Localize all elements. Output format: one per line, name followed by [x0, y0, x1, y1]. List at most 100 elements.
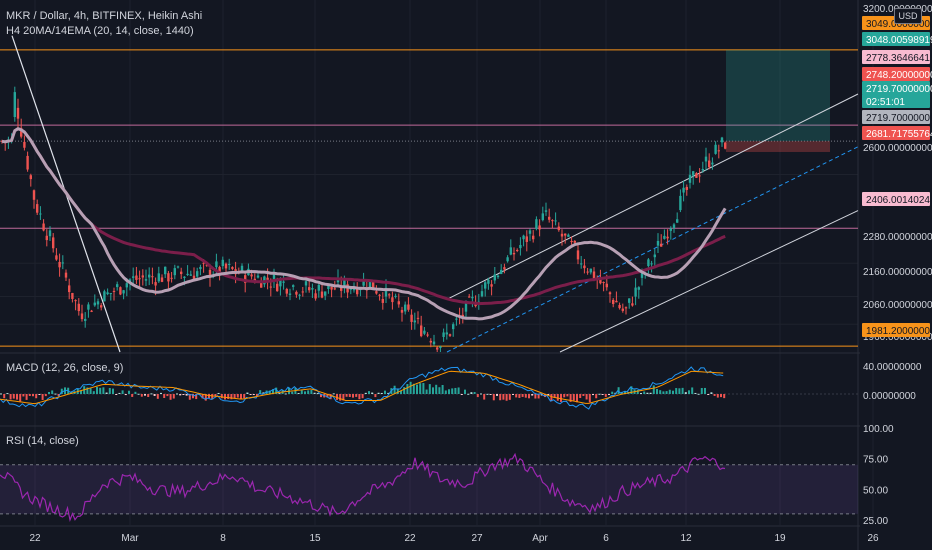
macd-histogram-bar — [640, 392, 642, 394]
time-axis-label: 6 — [603, 533, 609, 544]
macd-histogram-bar — [240, 394, 242, 400]
macd-histogram-bar — [601, 394, 604, 395]
price-axis-label: 2060.00000000 — [863, 300, 932, 311]
candle-body — [45, 235, 48, 241]
candle-body — [74, 300, 77, 302]
rsi-pane — [0, 452, 858, 522]
candle-body — [279, 280, 282, 287]
time-axis-label: Apr — [532, 533, 548, 544]
candle-body — [506, 257, 509, 262]
macd-histogram-bar — [444, 390, 447, 394]
macd-histogram-bar — [0, 393, 2, 395]
macd-histogram-bar — [150, 393, 153, 395]
macd-axis-label: 40.00000000 — [863, 362, 922, 373]
currency-badge[interactable]: USD — [894, 8, 922, 24]
time-axis[interactable]: 22 Mar 8 15 22 27 Apr 6 12 19 26 — [29, 533, 879, 544]
candle-body — [157, 273, 160, 282]
macd-histogram-bar — [531, 394, 534, 396]
candle-body — [432, 341, 436, 345]
macd-histogram-bar — [547, 394, 550, 396]
candle-body — [135, 275, 138, 280]
macd-histogram-bar — [364, 392, 367, 394]
macd-histogram-bar — [16, 394, 18, 400]
candle-body — [317, 284, 320, 291]
candle-body — [244, 275, 247, 283]
candle-body — [704, 156, 708, 162]
candle-body — [420, 325, 423, 337]
macd-histogram-bar — [224, 394, 226, 400]
candle-body — [304, 281, 308, 286]
macd-histogram-bar — [435, 384, 438, 394]
target-zone — [726, 49, 830, 142]
candle-body — [676, 219, 679, 223]
candle-body — [653, 254, 656, 258]
macd-histogram-bar — [604, 394, 607, 397]
candle-body — [52, 237, 55, 249]
candle-body — [493, 274, 496, 281]
horizontal-levels — [0, 49, 858, 347]
macd-histogram-bar — [707, 394, 710, 395]
macd-histogram-bar — [422, 383, 425, 394]
candle-body — [96, 301, 100, 305]
candle-body — [548, 216, 551, 220]
macd-histogram-bar — [537, 394, 540, 399]
macd-histogram-bar — [6, 393, 9, 395]
candle-body — [167, 273, 170, 282]
macd-histogram-bar — [156, 394, 159, 399]
candle-body — [688, 174, 692, 183]
candle-body — [500, 269, 503, 275]
macd-histogram-bar — [521, 394, 524, 397]
candle-body — [666, 236, 669, 239]
macd-histogram-bar — [163, 394, 166, 398]
candle-body — [208, 269, 212, 278]
macd-histogram-bar — [89, 388, 92, 394]
macd-histogram-bar — [297, 392, 300, 394]
candle-body — [23, 141, 26, 148]
candle-body — [522, 235, 525, 240]
macd-histogram-bar — [313, 392, 316, 394]
macd-histogram-bar — [630, 386, 633, 394]
candle-body — [205, 264, 208, 266]
candle-body — [391, 297, 394, 303]
candle-body — [576, 250, 580, 260]
macd-histogram-bar — [473, 391, 476, 394]
macd-histogram-bar — [563, 394, 566, 398]
macd-histogram-bar — [316, 393, 319, 395]
macd-histogram-bar — [336, 394, 338, 400]
macd-histogram-bar — [387, 392, 390, 394]
macd-histogram-bar — [208, 394, 210, 399]
macd-histogram-bar — [425, 389, 428, 394]
candle-body — [384, 287, 388, 297]
macd-histogram-bar — [720, 394, 722, 398]
candle-body — [282, 281, 285, 283]
macd-histogram-bar — [694, 392, 697, 394]
macd-histogram-bar — [368, 391, 370, 394]
candle-body — [624, 307, 628, 309]
candle-body — [589, 268, 592, 273]
candle-body — [516, 249, 519, 251]
candle-body — [471, 296, 474, 299]
candle-body — [349, 288, 352, 290]
candle-body — [669, 228, 672, 231]
candle-body — [695, 173, 698, 178]
candle-body — [202, 262, 205, 264]
candle-body — [308, 287, 311, 291]
candle-body — [100, 305, 103, 308]
price-tag-label: 3048.00598919 — [866, 35, 932, 46]
candle-body — [605, 283, 608, 288]
candle-body — [320, 291, 324, 298]
candle-body — [714, 144, 717, 154]
macd-histogram-bar — [51, 390, 54, 394]
candle-body — [173, 268, 176, 276]
macd-histogram-bar — [22, 394, 25, 397]
candle-body — [509, 247, 512, 255]
candle-body — [372, 281, 375, 290]
candle-body — [720, 137, 724, 143]
macd-histogram-bar — [428, 384, 431, 394]
candle-body — [573, 240, 576, 243]
candle-body — [180, 271, 183, 275]
price-tag-box — [862, 110, 930, 124]
candle-body — [429, 340, 432, 343]
candle-body — [71, 292, 74, 299]
